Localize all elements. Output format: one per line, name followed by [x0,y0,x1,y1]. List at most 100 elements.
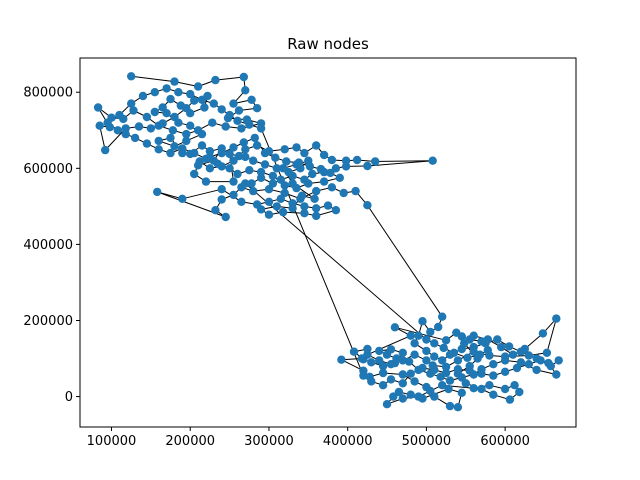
node-point [190,169,199,179]
chart-title: Raw nodes [287,35,369,53]
node-point [410,339,419,348]
node-point [418,317,427,326]
node-point [170,142,179,151]
node-point [256,205,266,214]
node-point [327,183,337,192]
node-point [95,121,104,130]
node-point [182,136,191,146]
node-point [453,356,463,365]
node-point [500,384,510,394]
node-point [430,339,439,348]
y-tick-label: 600000 [23,162,73,177]
node-point [229,99,238,108]
node-point [552,314,561,323]
node-point [127,99,136,108]
node-point [406,331,415,340]
node-point [294,158,304,167]
node-point [489,371,498,380]
node-point [271,153,280,162]
node-point [153,187,162,197]
node-point [245,166,254,175]
node-point [217,185,226,194]
node-point [297,191,307,200]
node-point [150,107,159,117]
node-point [193,82,203,91]
node-point [430,352,439,361]
node-point [217,105,226,114]
x-axis: 100000 200000 300000 400000 500000 600000 [87,427,530,449]
node-point [398,356,407,365]
y-tick-label: 800000 [23,86,73,101]
node-point [182,129,191,139]
node-point [250,133,259,143]
node-point [552,370,561,379]
node-point [256,124,266,133]
node-point [282,157,291,166]
node-point [536,356,545,365]
node-point [418,363,427,373]
node-point [190,96,199,105]
node-point [225,164,234,173]
node-point [130,133,140,143]
node-point [414,392,423,401]
node-point [438,356,447,365]
x-tick-label: 300000 [244,434,294,449]
node-point [441,362,451,372]
node-point [463,353,472,362]
node-point [170,77,179,86]
node-point [233,116,242,126]
node-point [386,345,396,354]
node-point [174,118,183,127]
node-point [190,148,199,158]
node-point [398,370,407,379]
node-point [444,384,453,394]
node-point [389,392,398,401]
node-point [461,379,470,388]
node-point [428,156,437,165]
node-point [174,88,183,97]
node-point [186,109,195,118]
node-point [542,348,552,357]
node-point [319,150,329,160]
node-point [211,75,220,85]
node-point [150,88,159,97]
node-point [326,168,335,178]
node-point [308,169,317,179]
node-point [288,204,297,213]
node-point [129,106,138,115]
node-point [489,390,498,399]
node-point [457,388,466,397]
node-point [229,143,238,152]
node-point [245,120,254,129]
node-point [234,151,244,161]
node-point [272,202,281,211]
node-point [197,95,207,105]
node-point [394,387,404,397]
route-segment [367,160,433,167]
node-point [208,118,217,127]
node-point [367,358,376,367]
node-point [483,346,492,355]
node-point [252,141,262,150]
node-point [197,141,207,150]
node-point [178,194,187,203]
node-point [441,368,451,378]
node-point [363,161,372,171]
node-point [312,186,321,196]
node-point [327,155,337,165]
node-point [221,212,230,222]
node-point [241,179,250,188]
node-point [247,95,256,105]
x-tick-label: 200000 [165,434,215,449]
node-point [469,384,478,393]
node-point [532,365,541,375]
node-point [524,360,533,369]
node-point [229,177,238,186]
node-point [305,162,315,171]
node-point [166,133,175,143]
node-point [142,112,152,122]
node-point [304,179,313,188]
node-point [331,206,341,215]
node-point [410,377,419,386]
